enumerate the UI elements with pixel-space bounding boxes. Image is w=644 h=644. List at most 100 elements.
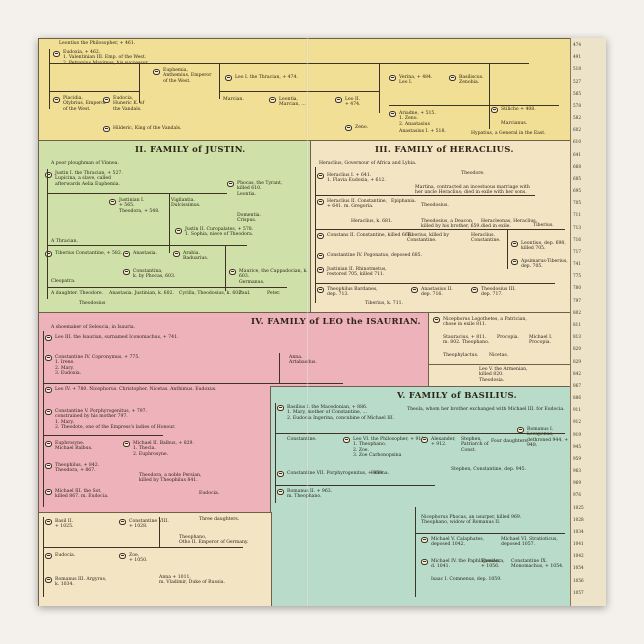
crown-icon <box>511 241 518 247</box>
crown-icon <box>45 172 52 178</box>
entry: Anastasius I. + 518. <box>399 129 446 134</box>
timeline-year: 717 <box>573 248 581 254</box>
entry: Anastasia. <box>133 251 157 256</box>
entry: Epiphania. <box>391 199 417 204</box>
timeline-year: 741 <box>573 261 581 267</box>
crown-icon <box>389 75 396 81</box>
section-title: III. FAMILY of HERACLIUS. <box>375 145 514 155</box>
entry: Constantine. <box>287 437 317 442</box>
entry: Theodora, a noble Persian, killed by The… <box>139 473 202 484</box>
entry: Nicephorus Phocas, an usurper, killed 96… <box>421 515 522 526</box>
crown-icon <box>45 409 52 415</box>
entry: Michael IV. the Paphlagonian, d. 1041. <box>431 559 501 570</box>
timeline-year: 959 <box>573 455 581 461</box>
connector <box>415 507 416 597</box>
entry: Nicephorus Logothetes, a Patrician, chos… <box>443 317 527 328</box>
crown-icon <box>345 125 352 131</box>
entry: Arabia. Baduarius. <box>183 251 209 262</box>
entry: Romanus II. + 963. m. Theophano. <box>287 489 333 500</box>
entry: Cyrilla, Theodosius, k. 602. <box>179 291 243 296</box>
timeline-year: 945 <box>573 443 581 449</box>
connector <box>43 517 44 597</box>
justin-family-panel: II. FAMILY of JUSTIN. A poor ploughman o… <box>38 140 312 314</box>
entry: Theodosius. <box>421 203 449 208</box>
timeline-year: 695 <box>573 188 581 194</box>
entry: Eudocia, Huneric K. of the Vandals. <box>113 96 145 112</box>
entry: A shoemaker of Seleucia, in Isauria. <box>51 325 136 330</box>
connector <box>47 169 48 299</box>
crown-icon <box>45 519 52 525</box>
entry: Heraclius. Constantine. <box>471 233 501 244</box>
entry: Anastasia. Justinian, k. 602. <box>109 291 174 296</box>
connector <box>43 331 44 507</box>
timeline-year: 1041 <box>573 541 584 547</box>
connector <box>47 245 247 246</box>
crown-icon <box>491 107 498 113</box>
crown-icon <box>119 553 126 559</box>
crown-icon <box>45 463 52 469</box>
entry: Helena. <box>371 471 390 476</box>
crown-icon <box>277 471 284 477</box>
entry: Theodosius, a Deacon, killed by his brot… <box>421 219 481 230</box>
connector <box>47 193 227 194</box>
connector <box>43 547 243 548</box>
entry: Apsimarus-Tiberius, dep. 705. <box>521 259 568 270</box>
entry: Heraclius II. Constantine, + 641. m. Gre… <box>327 199 388 210</box>
entry: Heraclius I. + 641. 1. Flavia Eudoxia, +… <box>327 173 386 184</box>
entry: Hilderic, King of the Vandals. <box>113 126 182 131</box>
timeline-year: 1054 <box>573 565 584 571</box>
crown-icon <box>123 441 130 447</box>
timeline-year: 1057 <box>573 589 584 595</box>
timeline-year: 886 <box>573 395 581 401</box>
timeline-year: 969 <box>573 480 581 486</box>
crown-icon <box>317 287 324 293</box>
connector <box>315 229 565 230</box>
timeline-year: 1034 <box>573 528 584 534</box>
entry: Verina, + 484. Leo I. <box>399 75 433 86</box>
print-frame: Leontius the Philosopher, + 461. Eudoxia… <box>38 38 606 606</box>
entry: Constans II. Constantine, killed 668. <box>327 233 413 238</box>
entry: Zoe, + 1050. <box>129 553 148 564</box>
timeline-year: 775 <box>573 273 581 279</box>
connector <box>159 517 160 547</box>
entry: Anna + 1011, m. Vladimir, Duke of Russia… <box>159 575 225 586</box>
entry: Vigilantia. Dulcissimus. <box>171 198 201 209</box>
timeline-year: 474 <box>573 42 581 47</box>
genealogy-chart: Leontius the Philosopher, + 461. Eudoxia… <box>38 38 572 606</box>
entry: Tiberius. <box>533 223 554 228</box>
section-title: II. FAMILY of JUSTIN. <box>135 145 246 155</box>
timeline-year: 802 <box>573 309 581 315</box>
timeline-year: 610 <box>573 139 581 145</box>
timeline-year: 811 <box>573 322 581 327</box>
entry: Leo V. the Armenian, killed 820. Theodos… <box>479 367 528 383</box>
timeline-year: 797 <box>573 297 581 303</box>
entry: Nicetas. <box>489 353 509 358</box>
timeline-year: 602 <box>573 127 581 133</box>
section-title: IV. FAMILY of LEO the ISAURIAN. <box>251 317 421 327</box>
crown-icon <box>103 126 110 132</box>
crown-icon <box>471 287 478 293</box>
entry: Leo IV. + 780. Nicephorus. Christopher. … <box>55 387 217 392</box>
entry: Romanus III. Argyrus, k. 1034. <box>55 577 107 588</box>
entry: Paul. <box>239 291 251 296</box>
entry: Procopia. <box>497 335 519 340</box>
entry: Marcianus. <box>501 121 528 126</box>
crown-icon <box>45 489 52 495</box>
connector <box>275 433 565 434</box>
entry: Isaac I. Comnenus, dep. 1059. <box>431 577 502 582</box>
connector <box>275 403 276 503</box>
entry: Leontia, Marcian, ... <box>279 97 306 108</box>
entry: Tiberius, killed by Constantine. <box>407 233 449 244</box>
timeline-year: 1028 <box>573 516 584 522</box>
entry: Theophano, Otho II. Emperor of Germany. <box>179 535 249 546</box>
entry: Stauracius, + 811. m. 802. Theophano. <box>443 335 490 346</box>
crown-icon <box>53 97 60 103</box>
entry: A poor ploughman of Vinnea. <box>51 161 119 166</box>
connector <box>43 383 343 384</box>
connector <box>43 435 163 436</box>
timeline-year: 578 <box>573 102 581 108</box>
theodosius-family-panel: Leontius the Philosopher, + 461. Eudoxia… <box>38 38 572 142</box>
crown-icon <box>45 355 52 361</box>
entry: Zeno. <box>355 125 369 130</box>
crown-icon <box>45 335 52 341</box>
